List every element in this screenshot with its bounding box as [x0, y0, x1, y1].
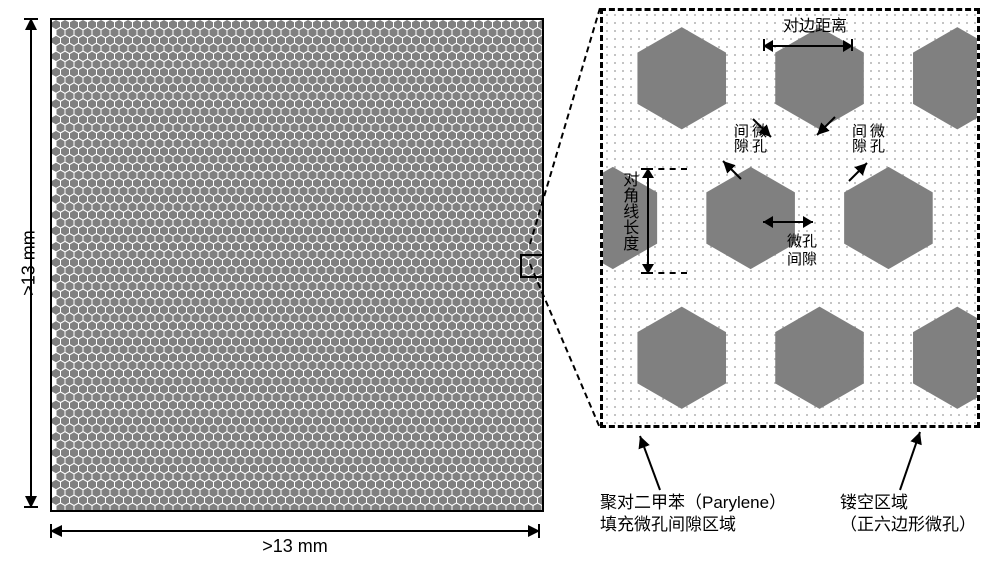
gap-label-ul: 微孔间隙 [731, 123, 767, 153]
vertical-dimension: >13 mm [10, 18, 50, 508]
hex-detail-svg [603, 11, 977, 425]
diagonal-arrow [647, 168, 649, 274]
flat-to-flat-arrow [763, 45, 853, 47]
overview-panel: >13 mm >13 mm [10, 10, 560, 570]
horizontal-dimension-label: >13 mm [262, 536, 328, 557]
hex-array-overview [50, 18, 544, 512]
selection-bracket [520, 254, 544, 278]
gap-label-c: 微孔间隙 [787, 233, 817, 269]
legend-hollow: 镂空区域 （正六边形微孔） [840, 492, 976, 536]
horizontal-dimension: >13 mm [50, 510, 540, 550]
gap-center-arrow [763, 221, 813, 223]
vertical-dimension-label: >13 mm [18, 230, 39, 296]
detail-panel: 对边距离 对角线长度 微孔间隙 微孔间隙 微孔间隙 [600, 8, 980, 428]
flat-to-flat-label: 对边距离 [783, 17, 847, 36]
diagonal-label: 对角线长度 [619, 171, 638, 251]
gap-label-ur: 微孔间隙 [849, 123, 885, 153]
legend-parylene: 聚对二甲苯（Parylene） 填充微孔间隙区域 [600, 492, 786, 536]
